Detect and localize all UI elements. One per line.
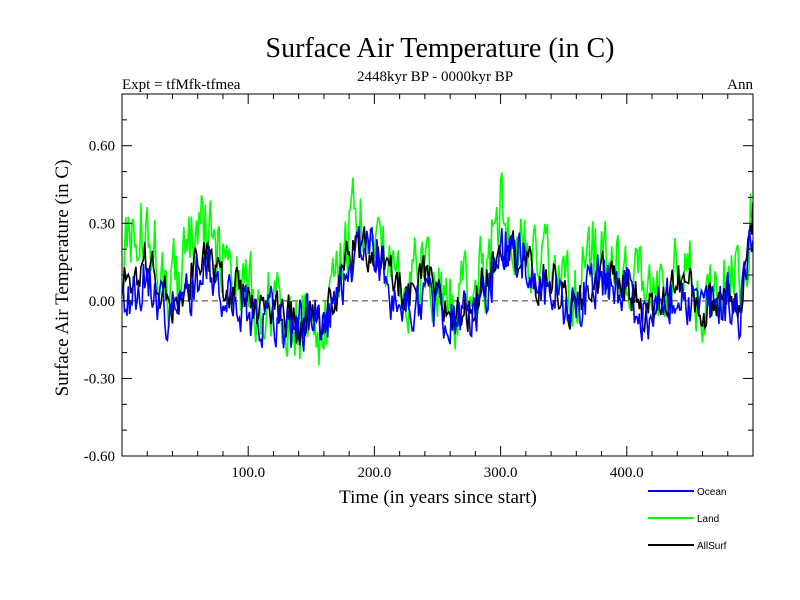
series-line-land [122, 172, 753, 366]
y-tick-label: 0.60 [89, 139, 115, 155]
y-tick-label: -0.30 [84, 371, 115, 387]
y-axis-label: Surface Air Temperature (in C) [52, 160, 73, 397]
x-axis-label: Time (in years since start) [339, 487, 537, 508]
x-tick-label: 300.0 [484, 465, 518, 481]
chart-subtitle: 2448kyr BP - 0000kyr BP [357, 69, 513, 85]
experiment-label: Expt = tfMfk-tfmea [122, 77, 241, 93]
legend-label-ocean: Ocean [697, 487, 726, 498]
plot-area [122, 172, 753, 366]
legend-label-allsurf: AllSurf [697, 541, 727, 552]
chart-title: Surface Air Temperature (in C) [266, 33, 615, 64]
legend-label-land: Land [697, 514, 719, 525]
series-line-ocean [122, 226, 753, 352]
y-tick-label: -0.60 [84, 449, 115, 465]
y-tick-label: 0.00 [89, 294, 115, 310]
axes: 100.0 200.0 300.0 400.0 -0.60 -0.30 0.00 0.30 0.… [84, 93, 754, 481]
y-tick-label: 0.30 [89, 216, 115, 232]
season-label: Ann [727, 77, 753, 93]
legend: Ocean Land AllSurf [648, 487, 727, 552]
x-tick-label: 200.0 [358, 465, 392, 481]
x-tick-label: 400.0 [610, 465, 644, 481]
x-tick-label: 100.0 [231, 465, 265, 481]
